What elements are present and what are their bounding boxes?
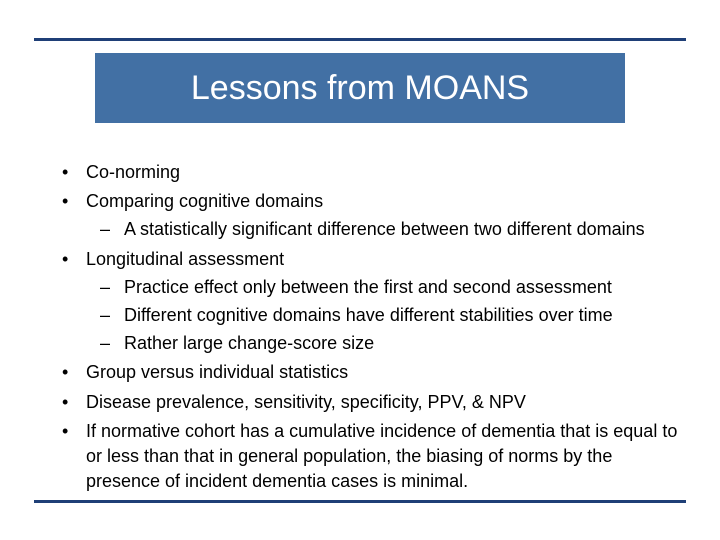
bottom-horizontal-rule <box>34 500 686 503</box>
sub-list-item-text: Different cognitive domains have differe… <box>124 305 613 325</box>
list-item: Longitudinal assessment Practice effect … <box>58 247 680 357</box>
page-title: Lessons from MOANS <box>191 69 529 108</box>
list-item: Co-norming <box>58 160 680 185</box>
list-item-text: Comparing cognitive domains <box>86 191 323 211</box>
list-item: Group versus individual statistics <box>58 360 680 385</box>
top-horizontal-rule <box>34 38 686 41</box>
list-item-text: If normative cohort has a cumulative inc… <box>86 421 677 491</box>
title-box: Lessons from MOANS <box>95 53 625 123</box>
list-item: If normative cohort has a cumulative inc… <box>58 419 680 495</box>
content-area: Co-norming Comparing cognitive domains A… <box>58 160 680 498</box>
list-item: Comparing cognitive domains A statistica… <box>58 189 680 242</box>
sub-list-item: Practice effect only between the first a… <box>86 275 680 300</box>
list-item-text: Group versus individual statistics <box>86 362 348 382</box>
sub-list-item: Different cognitive domains have differe… <box>86 303 680 328</box>
sub-list: A statistically significant difference b… <box>86 217 680 242</box>
sub-list: Practice effect only between the first a… <box>86 275 680 357</box>
list-item-text: Co-norming <box>86 162 180 182</box>
sub-list-item-text: A statistically significant difference b… <box>124 219 645 239</box>
sub-list-item: Rather large change-score size <box>86 331 680 356</box>
sub-list-item: A statistically significant difference b… <box>86 217 680 242</box>
list-item-text: Disease prevalence, sensitivity, specifi… <box>86 392 526 412</box>
list-item-text: Longitudinal assessment <box>86 249 284 269</box>
bullet-list: Co-norming Comparing cognitive domains A… <box>58 160 680 494</box>
sub-list-item-text: Rather large change-score size <box>124 333 374 353</box>
list-item: Disease prevalence, sensitivity, specifi… <box>58 390 680 415</box>
sub-list-item-text: Practice effect only between the first a… <box>124 277 612 297</box>
